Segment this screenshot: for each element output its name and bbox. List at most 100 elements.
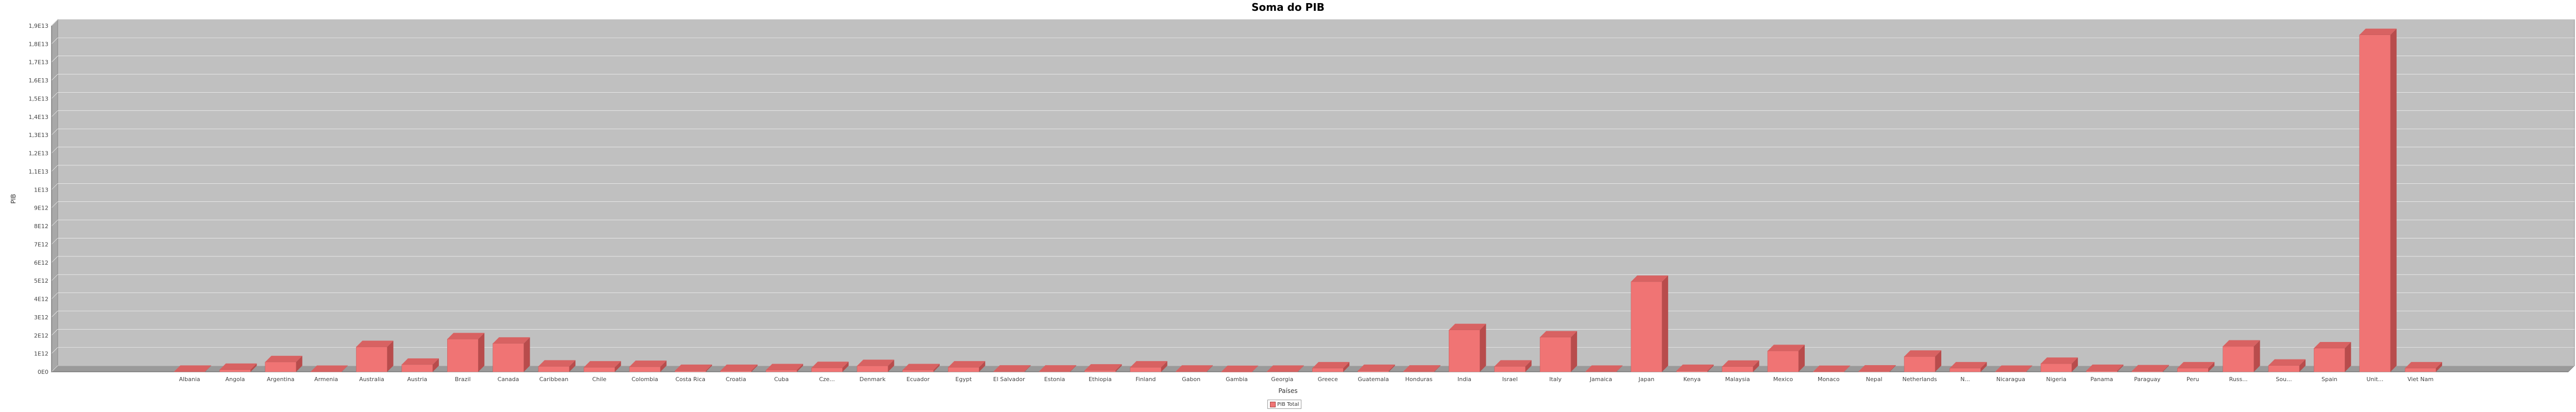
bar-side (1115, 364, 1122, 372)
bar-side (250, 363, 257, 372)
bar (1950, 368, 1981, 372)
x-tick-label: Nigeria (2046, 376, 2066, 383)
gridline-diag (51, 19, 58, 26)
gridline-diag (51, 147, 58, 153)
gridline-diag (51, 219, 58, 227)
bar-top (584, 361, 621, 368)
bar-side (2208, 362, 2215, 372)
bar-top (629, 360, 667, 367)
gridline-diag (51, 38, 58, 44)
bar-side (296, 355, 302, 372)
bar-top (675, 364, 713, 371)
bar-top (1494, 360, 1532, 367)
bar-top (174, 365, 211, 372)
x-tick-label: Finland (1136, 376, 1156, 383)
bar (993, 371, 1025, 372)
gridline-diag (51, 365, 58, 372)
bar-top (1904, 350, 1942, 357)
x-tick-label: Georgia (1271, 376, 1293, 383)
bar-side (1252, 365, 1259, 372)
bar-side (1980, 362, 1987, 372)
bar-top (1722, 360, 1759, 367)
bar-side (2026, 365, 2032, 372)
bar (1767, 351, 1799, 372)
x-tick-label: El Salvador (993, 376, 1025, 383)
y-axis-label: PIB (10, 194, 17, 203)
x-tick-label: India (1458, 376, 1471, 383)
bar (2177, 368, 2209, 372)
bar-top (1312, 362, 1350, 368)
x-tick-label: Croatia (726, 376, 747, 383)
legend: PIB Total (1267, 400, 1302, 409)
bar (447, 339, 479, 372)
bar (629, 366, 660, 372)
bar (2359, 35, 2391, 372)
bar-side (2072, 357, 2078, 372)
x-tick-label: Monaco (1818, 376, 1840, 383)
bar-top (311, 365, 348, 372)
x-tick-label: Italy (1549, 376, 1562, 383)
y-tick-label: 6E12 (34, 260, 48, 266)
x-tick-label: Spain (2321, 376, 2337, 383)
x-tick-label: Denmark (859, 376, 886, 383)
bar-side (2436, 362, 2443, 372)
x-tick-label: Ecuador (906, 376, 929, 383)
gridline-diag (51, 110, 58, 117)
bar-top (265, 355, 302, 362)
bar-top (2359, 28, 2397, 35)
bar-side (1480, 323, 1486, 372)
gridline-diag (51, 329, 58, 336)
bar-side (2299, 359, 2306, 372)
bar (674, 370, 706, 372)
bar-top (2086, 364, 2124, 371)
chart-title: Soma do PIB (1251, 1, 1325, 13)
x-tick-label: Nepal (1866, 376, 1883, 383)
bar-side (2390, 28, 2397, 372)
bar (2086, 370, 2117, 372)
bar-side (1024, 365, 1031, 372)
bar-side (933, 364, 940, 372)
gridline-diag (51, 183, 58, 190)
bar-top (2131, 365, 2169, 371)
bar-top (902, 364, 940, 370)
bar (493, 343, 524, 372)
bar (1130, 367, 1162, 372)
bar-top (401, 358, 439, 365)
bar-side (569, 360, 575, 372)
gridline-diag (51, 201, 58, 208)
y-tick-label: 8E12 (34, 223, 48, 230)
y-tick-label: 1,8E13 (29, 41, 48, 47)
x-tick-label: Cuba (774, 376, 789, 383)
x-tick-label: Netherlands (1903, 376, 1937, 383)
gridline-diag (51, 165, 58, 172)
bar-top (1221, 365, 1259, 372)
bar (401, 364, 433, 372)
gridline-diag (51, 347, 58, 354)
bar (2223, 346, 2254, 372)
bar-side (1343, 362, 1350, 372)
bar (1585, 371, 1617, 372)
bar-side (706, 364, 713, 372)
y-tick-label: 1,3E13 (29, 132, 48, 139)
bar (902, 370, 934, 372)
bar (1631, 281, 1663, 372)
bar-side (1161, 361, 1167, 372)
bar (2314, 348, 2345, 372)
bar-side (2345, 342, 2351, 372)
gridline-diag (51, 128, 58, 135)
x-tick-label: Honduras (1405, 376, 1433, 383)
bar-side (1297, 365, 1304, 372)
bar-top (1449, 323, 1486, 330)
bar (265, 362, 296, 372)
x-tick-label: Canada (498, 376, 519, 383)
x-tick-label: Kenya (1683, 376, 1701, 383)
y-tick-label: 0E0 (38, 369, 48, 375)
x-tick-label: N... (1960, 376, 1970, 383)
bar-top (811, 362, 849, 368)
y-tick-label: 1,9E13 (29, 23, 48, 29)
x-tick-label: Gambia (1226, 376, 1248, 383)
gridline-diag (51, 256, 58, 263)
bar (219, 369, 251, 372)
bar-top (1858, 365, 1896, 371)
